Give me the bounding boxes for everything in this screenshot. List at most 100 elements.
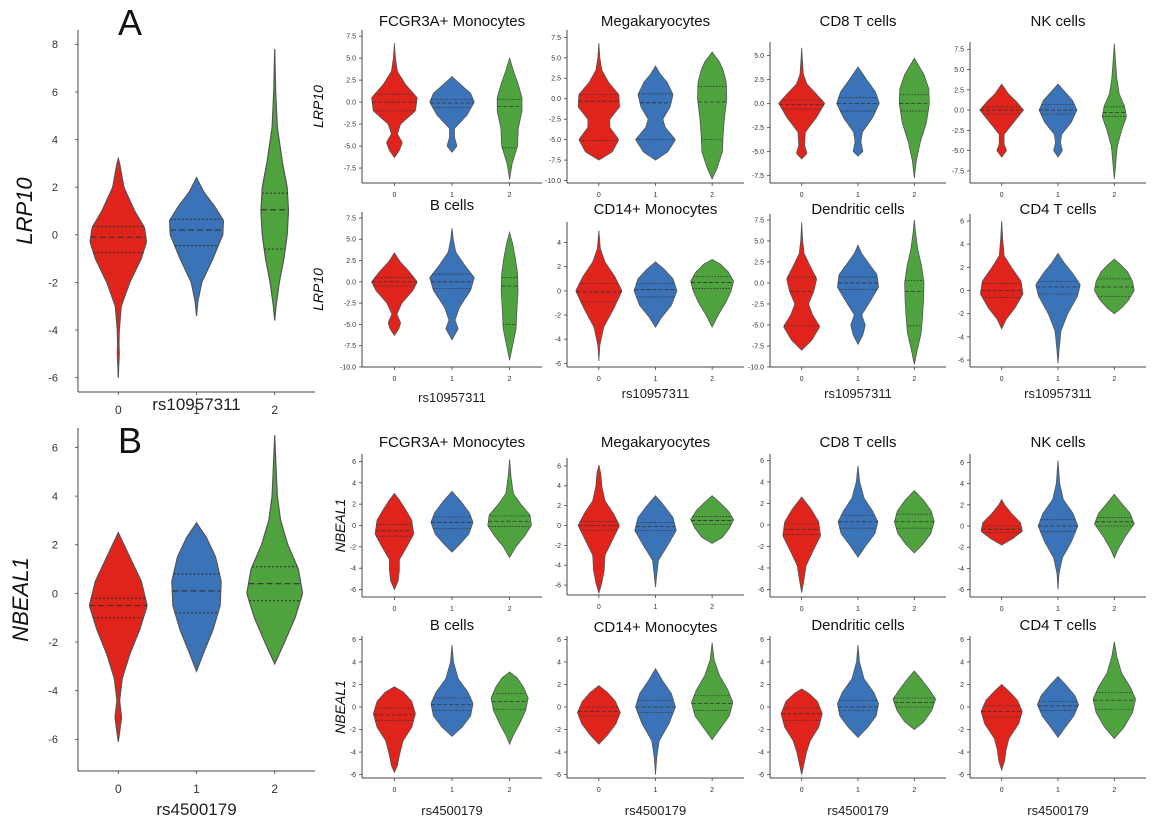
- y-tick-label: -7.5: [549, 158, 561, 165]
- y-tick-label: 4: [352, 659, 356, 666]
- y-tick-label: -4: [958, 566, 964, 573]
- x-tick-label: 2: [508, 787, 512, 794]
- x-tick-label: 1: [450, 376, 454, 383]
- y-tick-label: -5.0: [952, 148, 964, 155]
- y-tick-label: -10.0: [545, 178, 561, 185]
- violin-genotype-1: [1035, 252, 1081, 364]
- y-tick-label: 7.5: [754, 217, 764, 224]
- y-tick-label: 4: [960, 659, 964, 666]
- x-tick-label: 0: [800, 606, 804, 613]
- y-tick-label: 2: [52, 540, 58, 552]
- violin-genotype-0: [980, 498, 1023, 546]
- x-axis-label: rs4500179: [625, 803, 686, 818]
- chart-title: CD8 T cells: [820, 434, 897, 451]
- y-tick-label: -6: [958, 357, 964, 364]
- violin-genotype-0: [89, 156, 148, 378]
- violin-genotype-0: [780, 688, 823, 775]
- y-tick-label: 4: [557, 240, 561, 247]
- violin-chart-a-cd4: -6 -4 -2 0 2 4 6 0 1 2 CD4 T cells rs10957311: [958, 201, 1146, 401]
- x-tick-label: 1: [654, 376, 658, 383]
- violin-chart-b-main: -6 -4 -2 0 2 4 6 0 1 2 NBEAL1 rs4500179: [8, 428, 315, 819]
- violin-chart-a-nk: -7.5 -5.0 -2.5 0.0 2.5 5.0 7.5 0 1 2 NK cells: [952, 13, 1146, 199]
- violin-chart-a-cd14: -6 -4 -2 0 2 4 0 1 2 CD14+ Monocytes rs10957311: [555, 201, 744, 401]
- violin-genotype-2: [1092, 641, 1136, 740]
- x-axis-label: rs10957311: [152, 395, 241, 414]
- y-tick-label: -2: [555, 727, 561, 734]
- x-tick-label: 2: [508, 192, 512, 199]
- violin-genotype-1: [429, 76, 475, 153]
- y-tick-label: 5.0: [754, 238, 764, 245]
- y-tick-label: 7.5: [346, 215, 356, 222]
- x-tick-label: 1: [654, 604, 658, 611]
- violin-genotype-2: [690, 259, 734, 329]
- violin-genotype-2: [904, 219, 925, 365]
- y-tick-label: 0: [557, 288, 561, 295]
- y-tick-label: -2: [350, 727, 356, 734]
- x-tick-label: 1: [654, 192, 658, 199]
- x-tick-label: 0: [800, 192, 804, 199]
- y-tick-label: 6: [557, 637, 561, 644]
- y-tick-label: 2: [557, 682, 561, 689]
- x-tick-label: 1: [856, 376, 860, 383]
- y-tick-label: 4: [960, 242, 964, 249]
- violin-genotype-0: [575, 230, 623, 361]
- y-tick-label: -10.0: [340, 364, 356, 371]
- x-tick-label: 1: [450, 192, 454, 199]
- y-tick-label: 8: [52, 39, 58, 51]
- x-axis-label: rs4500179: [421, 803, 482, 818]
- y-tick-label: -2: [555, 312, 561, 319]
- y-tick-label: 2: [352, 502, 356, 509]
- x-tick-label: 0: [597, 787, 601, 794]
- y-tick-label: -6: [958, 772, 964, 779]
- x-tick-label: 2: [912, 376, 916, 383]
- y-tick-label: 4: [760, 479, 764, 486]
- violin-genotype-2: [898, 57, 930, 179]
- violin-genotype-2: [697, 51, 728, 180]
- chart-title: CD14+ Monocytes: [594, 201, 718, 218]
- y-tick-label: 2: [960, 682, 964, 689]
- y-axis-label: LRP10: [310, 85, 326, 128]
- chart-title: FCGR3A+ Monocytes: [379, 13, 525, 30]
- x-tick-label: 1: [1056, 606, 1060, 613]
- y-tick-label: -2: [958, 311, 964, 318]
- x-tick-label: 1: [654, 787, 658, 794]
- x-tick-label: 2: [710, 376, 714, 383]
- y-tick-label: 6: [760, 637, 764, 644]
- y-tick-label: 0: [760, 704, 764, 711]
- violin-genotype-2: [500, 230, 519, 361]
- y-axis-label: NBEAL1: [8, 557, 33, 641]
- y-tick-label: 5.0: [954, 67, 964, 74]
- y-tick-label: 0.0: [551, 96, 561, 103]
- violin-genotype-1: [634, 495, 677, 588]
- y-tick-label: -6: [555, 583, 561, 590]
- x-tick-label: 0: [597, 376, 601, 383]
- y-tick-label: -2: [958, 545, 964, 552]
- violin-genotype-0: [89, 531, 148, 742]
- x-tick-label: 0: [597, 192, 601, 199]
- violin-genotype-0: [778, 47, 826, 160]
- panel-label-a: A: [118, 2, 143, 43]
- y-tick-label: 2.5: [754, 259, 764, 266]
- y-tick-label: -4: [758, 565, 764, 572]
- y-tick-label: 2.5: [346, 78, 356, 85]
- chart-title: FCGR3A+ Monocytes: [379, 434, 525, 451]
- violin-genotype-1: [1037, 675, 1079, 739]
- y-tick-label: -5.0: [752, 149, 764, 156]
- y-tick-label: -2: [758, 544, 764, 551]
- violin-genotype-2: [690, 495, 735, 544]
- y-tick-label: 4: [557, 483, 561, 490]
- violin-chart-b-cd14: -6 -4 -2 0 2 4 6 0 1 2 CD14+ Monocytes rs4500179: [555, 619, 744, 818]
- x-axis-label: rs4500179: [1027, 803, 1088, 818]
- y-tick-label: -4: [48, 686, 58, 698]
- x-tick-label: 2: [710, 192, 714, 199]
- violin-chart-b-fcgr3a: -6 -4 -2 0 2 4 6 0 1 2 FCGR3A+ Monocytes NBEAL1: [332, 434, 542, 613]
- y-tick-label: -6: [758, 587, 764, 594]
- y-tick-label: -6: [555, 772, 561, 779]
- y-tick-label: 6: [52, 442, 58, 454]
- x-tick-label: 2: [271, 403, 278, 417]
- y-tick-label: 2: [760, 682, 764, 689]
- x-tick-label: 1: [193, 403, 200, 417]
- y-tick-label: -5.0: [344, 322, 356, 329]
- violin-chart-b-nk: -6 -4 -2 0 2 4 6 0 1 2 NK cells: [958, 434, 1146, 613]
